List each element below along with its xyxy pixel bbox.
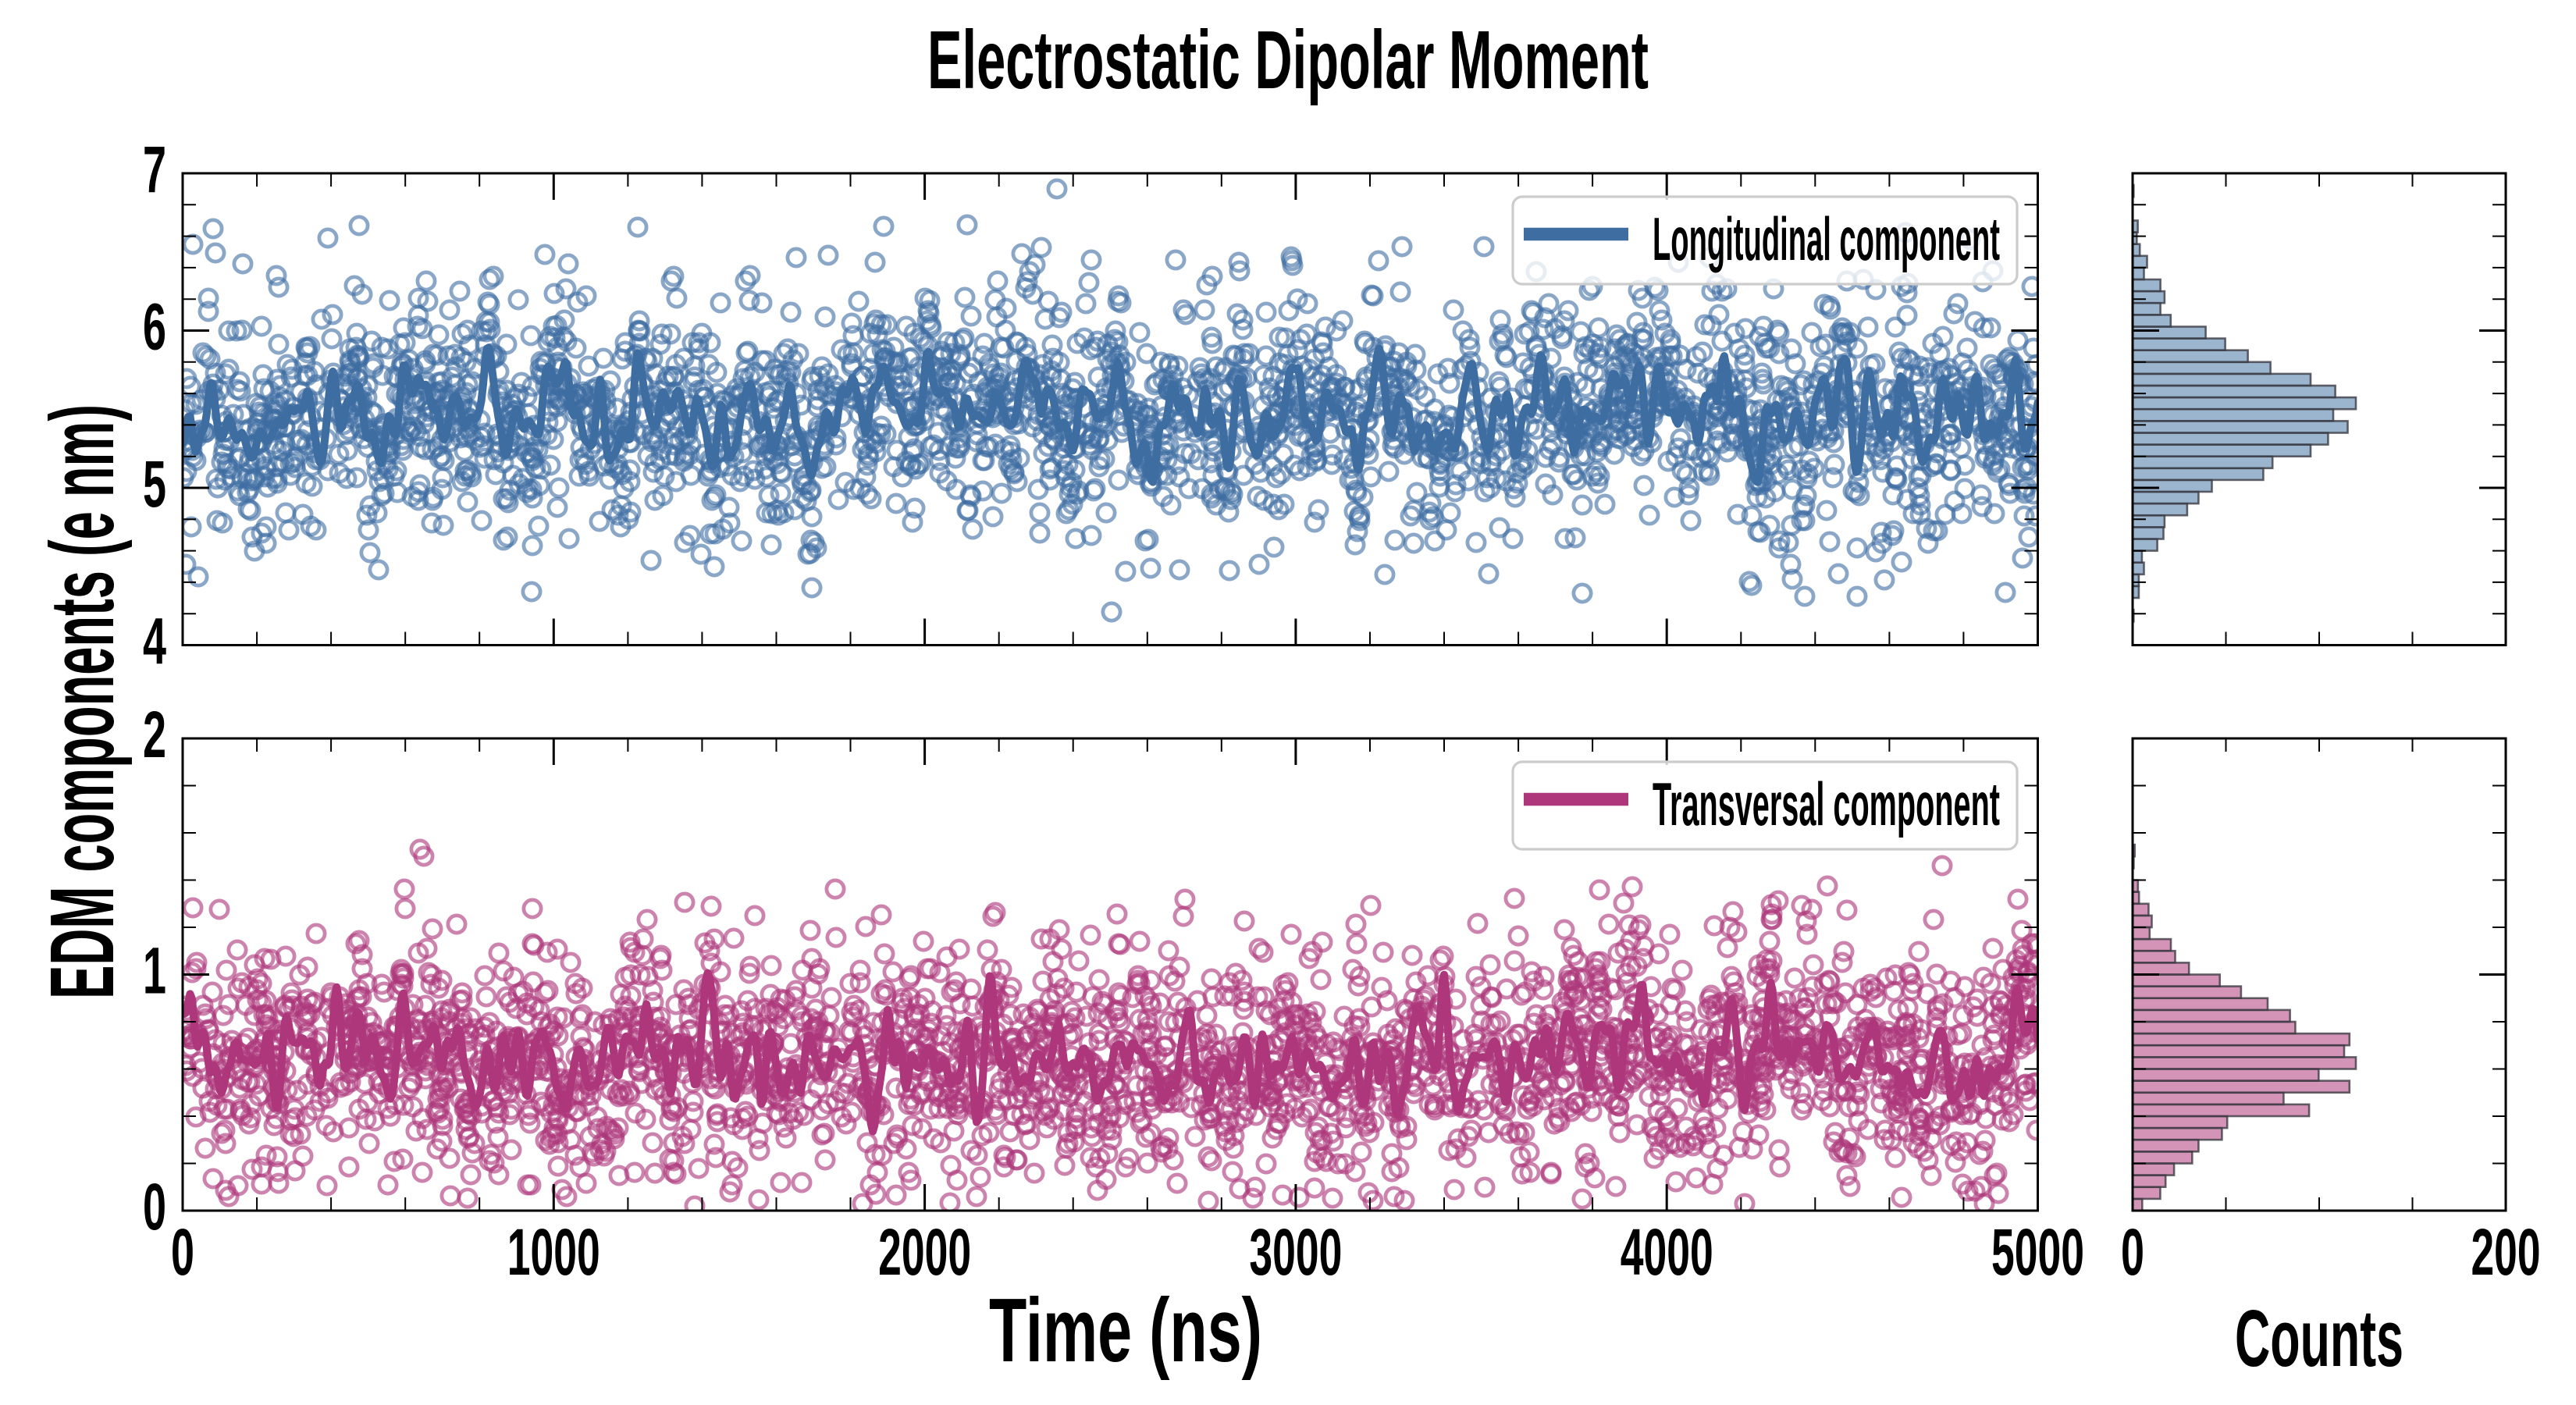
svg-text:200: 200 xyxy=(2471,1215,2541,1289)
svg-text:5000: 5000 xyxy=(1991,1215,2084,1289)
svg-text:Electrostatic Dipolar Moment: Electrostatic Dipolar Moment xyxy=(927,14,1649,106)
svg-text:4: 4 xyxy=(143,605,166,678)
svg-text:Time (ns): Time (ns) xyxy=(989,1279,1262,1381)
svg-text:1: 1 xyxy=(143,934,166,1008)
svg-text:7: 7 xyxy=(143,133,166,206)
svg-text:3000: 3000 xyxy=(1249,1215,1342,1289)
svg-text:2000: 2000 xyxy=(878,1215,971,1289)
svg-text:Transversal component: Transversal component xyxy=(1653,770,2000,838)
svg-text:5: 5 xyxy=(143,447,166,521)
svg-text:Counts: Counts xyxy=(2235,1293,2403,1383)
svg-text:1000: 1000 xyxy=(507,1215,600,1289)
svg-text:0: 0 xyxy=(143,1170,166,1243)
svg-text:0: 0 xyxy=(171,1215,194,1289)
svg-text:6: 6 xyxy=(143,290,166,364)
svg-text:EDM components (e nm): EDM components (e nm) xyxy=(31,404,133,999)
svg-text:Longitudinal component: Longitudinal component xyxy=(1653,205,2000,273)
svg-text:4000: 4000 xyxy=(1621,1215,1713,1289)
svg-text:2: 2 xyxy=(143,698,166,771)
svg-text:0: 0 xyxy=(2121,1215,2144,1289)
